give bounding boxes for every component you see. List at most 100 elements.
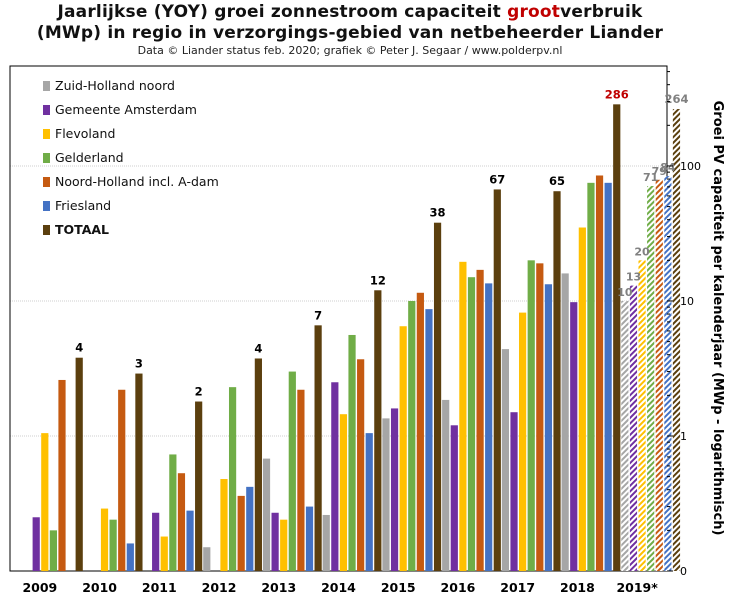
legend-swatch xyxy=(43,153,50,163)
bar-gelderland-2018 xyxy=(587,182,595,571)
bar-flevoland-2016 xyxy=(459,261,467,571)
x-tick-label: 2009 xyxy=(22,580,57,595)
bar-friesland-2011 xyxy=(186,510,194,571)
title-post: verbruik xyxy=(560,2,643,22)
bar-noord-holland-incl-a-dam-2011 xyxy=(177,473,186,571)
projection-label: 13 xyxy=(626,271,641,284)
bar-flevoland-2015 xyxy=(399,326,407,571)
chart-subtitle: Data © Liander status feb. 2020; grafiek… xyxy=(137,44,563,57)
total-label: 4 xyxy=(254,341,262,355)
legend-swatch xyxy=(43,81,50,91)
bar-totaal-2016 xyxy=(493,189,501,571)
legend-label: Gemeente Amsterdam xyxy=(55,102,197,117)
bar-gelderland-2017 xyxy=(527,260,535,571)
bar-gelderland-2011 xyxy=(169,454,177,571)
legend-label: Friesland xyxy=(55,198,111,213)
bar-zuid-holland-noord-2015 xyxy=(382,418,390,571)
bar-noord-holland-incl-a-dam-2019 xyxy=(655,179,663,571)
total-label: 286 xyxy=(605,87,629,101)
bar-totaal-2015 xyxy=(433,222,442,571)
bar-flevoland-2012 xyxy=(220,479,228,571)
x-tick-label: 2010 xyxy=(82,580,117,595)
bar-gelderland-2012 xyxy=(228,387,237,571)
projection-label: 71 xyxy=(643,171,658,184)
bar-gelderland-2009 xyxy=(49,530,57,571)
bar-noord-holland-incl-a-dam-2018 xyxy=(595,175,604,572)
bar-noord-holland-incl-a-dam-2009 xyxy=(58,379,66,571)
total-label: 67 xyxy=(489,172,505,186)
bar-gemeente-amsterdam-2016 xyxy=(450,425,458,571)
legend-label: TOTAAL xyxy=(55,222,109,237)
bar-gelderland-2016 xyxy=(467,277,476,571)
bar-friesland-2019 xyxy=(664,176,672,572)
bar-flevoland-2014 xyxy=(339,414,348,571)
bar-gemeente-amsterdam-2009 xyxy=(32,517,40,571)
x-tick-label: 2019* xyxy=(616,580,658,595)
bar-noord-holland-incl-a-dam-2013 xyxy=(297,389,305,571)
bar-totaal-2011 xyxy=(195,401,203,571)
x-tick-label: 2016 xyxy=(441,580,476,595)
total-label: 7 xyxy=(314,308,322,322)
projection-label: 84 xyxy=(660,161,676,174)
bar-gelderland-2015 xyxy=(408,300,416,571)
legend-swatch xyxy=(43,201,50,211)
bar-flevoland-2019 xyxy=(638,260,646,571)
bar-friesland-2012 xyxy=(246,486,254,571)
total-label: 65 xyxy=(549,174,565,188)
legend-swatch xyxy=(43,129,50,139)
bar-zuid-holland-noord-2018 xyxy=(561,273,569,571)
bar-flevoland-2013 xyxy=(280,519,288,571)
legend-swatch xyxy=(43,225,50,235)
bar-gemeente-amsterdam-2011 xyxy=(152,512,160,571)
legend-swatch xyxy=(43,177,50,187)
bar-flevoland-2017 xyxy=(519,312,527,571)
y-tick-label: 0 xyxy=(680,565,687,578)
title-pre: Jaarlijkse (YOY) groei zonnestroom capac… xyxy=(57,2,508,22)
bar-totaal-2012 xyxy=(254,358,262,571)
chart-title-line-1: Jaarlijkse (YOY) groei zonnestroom capac… xyxy=(0,2,700,22)
bar-zuid-holland-noord-2012 xyxy=(203,547,211,571)
x-tick-label: 2011 xyxy=(142,580,177,595)
total-label: 3 xyxy=(135,357,143,371)
bar-noord-holland-incl-a-dam-2012 xyxy=(237,495,245,571)
bar-gemeente-amsterdam-2013 xyxy=(271,512,279,571)
bar-totaal-2019 xyxy=(672,109,681,572)
bar-flevoland-2010 xyxy=(100,508,109,571)
y-tick-label: 100 xyxy=(680,160,701,173)
x-tick-label: 2017 xyxy=(500,580,535,595)
bar-noord-holland-incl-a-dam-2016 xyxy=(476,269,484,571)
bar-noord-holland-incl-a-dam-2010 xyxy=(118,389,126,571)
x-tick-label: 2013 xyxy=(261,580,296,595)
legend-label: Gelderland xyxy=(55,150,124,165)
bar-friesland-2015 xyxy=(425,309,433,571)
bar-gelderland-2014 xyxy=(348,334,356,571)
bar-zuid-holland-noord-2019 xyxy=(621,300,629,571)
bar-totaal-2010 xyxy=(135,373,143,571)
bars xyxy=(32,104,681,572)
legend-label: Zuid-Holland noord xyxy=(55,78,175,93)
bar-flevoland-2011 xyxy=(160,536,168,571)
bar-friesland-2018 xyxy=(604,182,612,571)
total-label: 12 xyxy=(370,273,386,287)
bar-gemeente-amsterdam-2017 xyxy=(510,412,518,571)
bar-noord-holland-incl-a-dam-2015 xyxy=(416,292,424,571)
bar-gelderland-2010 xyxy=(109,519,117,571)
x-tick-label: 2015 xyxy=(381,580,416,595)
bar-friesland-2014 xyxy=(365,433,373,571)
bar-gelderland-2019 xyxy=(647,186,655,572)
bar-gemeente-amsterdam-2014 xyxy=(331,382,339,571)
bar-zuid-holland-noord-2016 xyxy=(442,399,450,571)
title-highlight: groot xyxy=(507,2,561,22)
bar-friesland-2016 xyxy=(485,283,493,571)
projection-label: 10 xyxy=(617,286,633,299)
total-label: 38 xyxy=(430,206,446,220)
bar-flevoland-2009 xyxy=(41,433,49,571)
bar-zuid-holland-noord-2013 xyxy=(262,458,271,571)
bar-zuid-holland-noord-2014 xyxy=(322,514,330,571)
x-tick-label: 2014 xyxy=(321,580,356,595)
bar-gemeente-amsterdam-2019 xyxy=(629,285,638,571)
bar-totaal-2014 xyxy=(374,290,382,571)
